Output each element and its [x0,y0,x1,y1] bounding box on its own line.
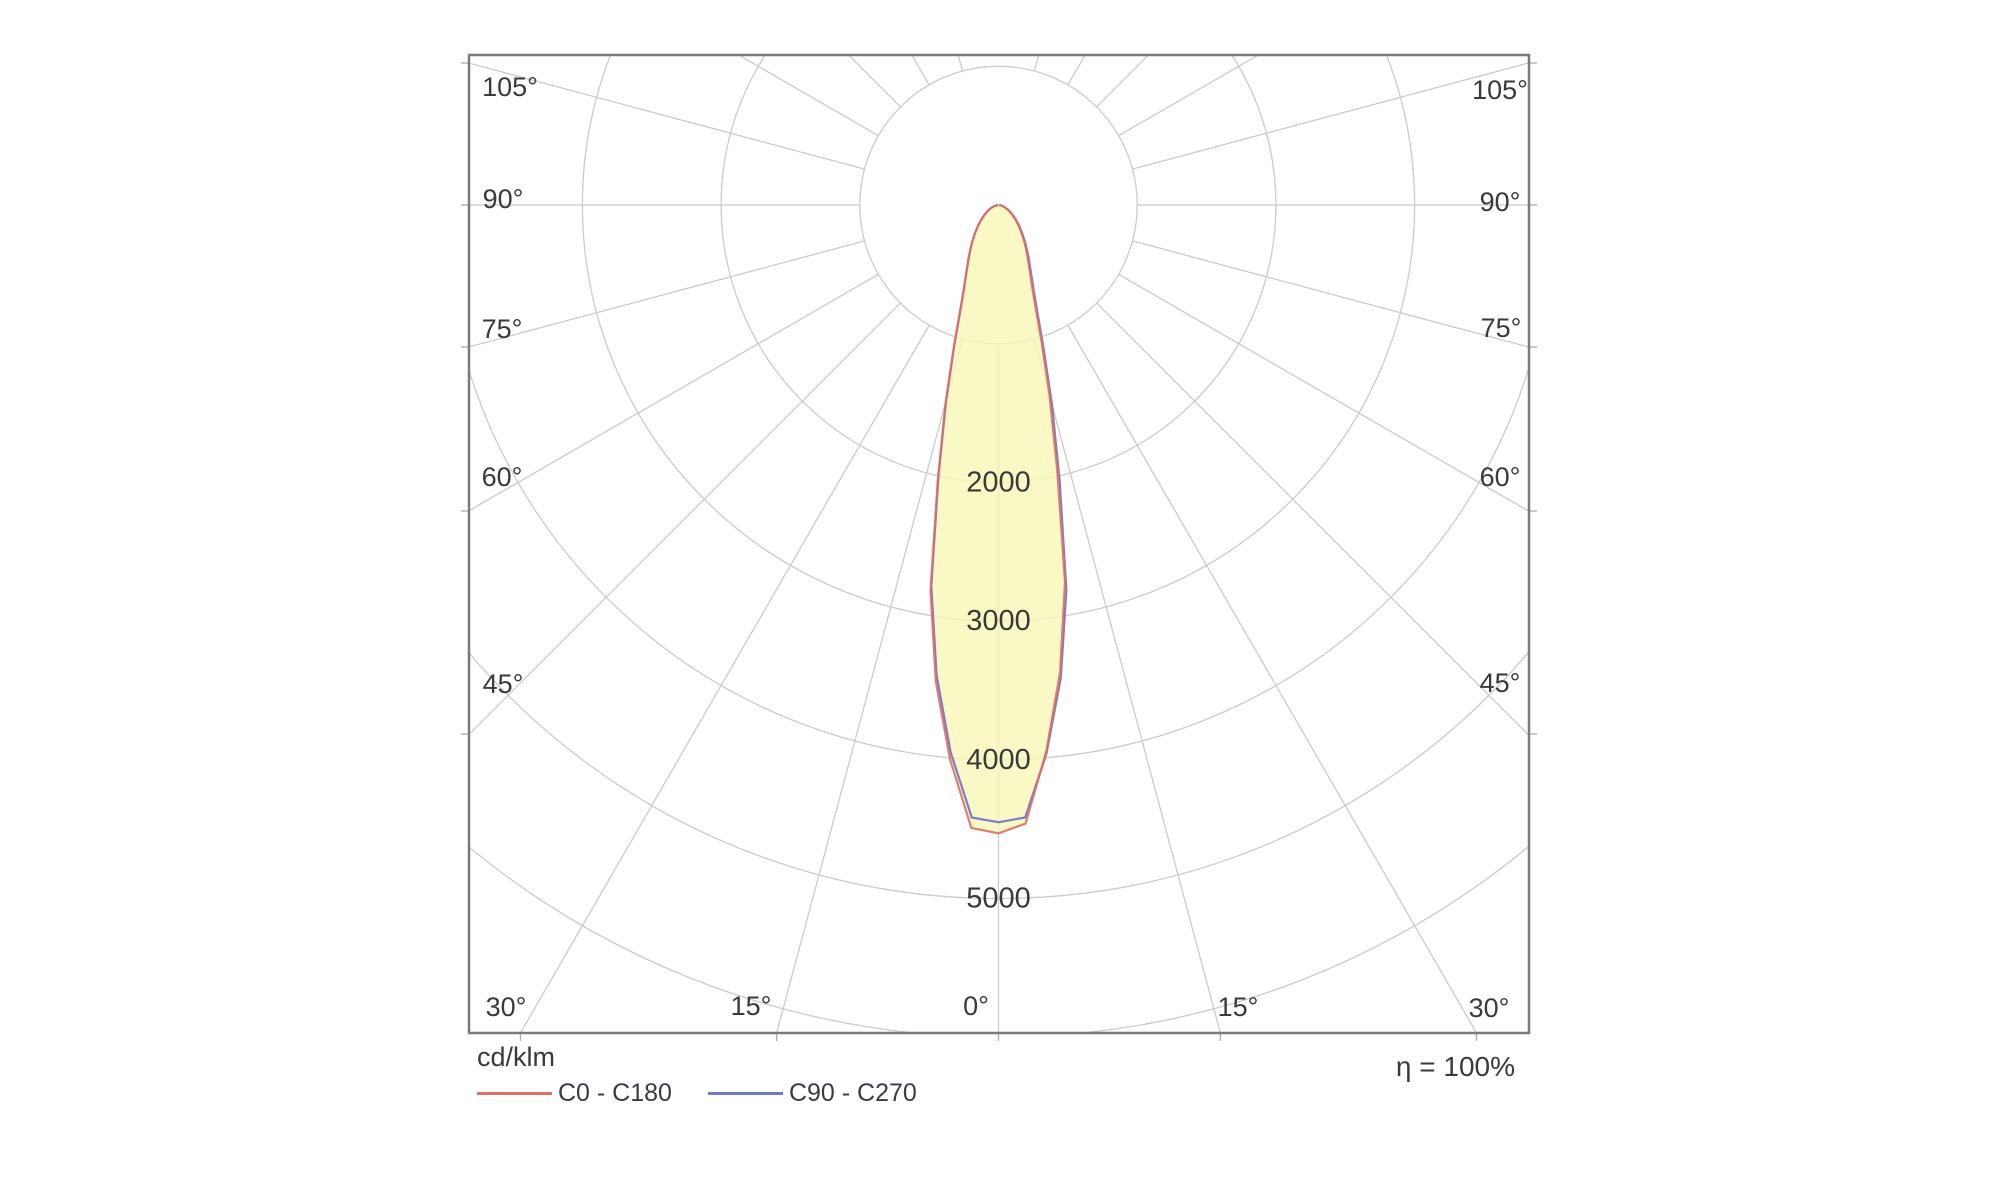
grid-ray-120deg [1118,55,1260,137]
grid-ray-45deg [1096,302,1529,737]
grid-ray--150deg [911,55,930,86]
grid-ray-150deg [1067,55,1086,86]
angle-label-right-90: 90° [1480,187,1521,217]
plot-frame [467,53,1531,1035]
angle-label-bottom-15: 15° [1218,992,1259,1022]
grid-ray--15deg [775,338,964,1033]
curve-c0-c180 [929,203,1067,835]
grid-ray-135deg [1096,55,1150,108]
angle-label-right-105: 105° [1472,75,1528,105]
grid-ray-30deg [1067,324,1478,1033]
legend-item-c0-c180: C0 - C180 [477,1079,672,1108]
grid-ray--120deg [737,55,879,137]
legend: C0 - C180 C90 - C270 [477,1079,917,1108]
angle-label-bottom-15: 15° [731,991,772,1021]
angle-label-left-75: 75° [482,314,523,344]
grid-ray--105deg [469,62,865,170]
unit-label: cd/klm [477,1042,556,1072]
grid-ray-60deg [1118,273,1529,513]
grid-ray--45deg [469,302,901,736]
ring-label-2000: 2000 [966,466,1031,498]
ring-label-3000: 3000 [966,605,1031,637]
legend-label-c0-c180: C0 - C180 [558,1079,672,1107]
grid-ray-105deg [1132,62,1529,170]
grid-ray-15deg [1033,338,1222,1033]
grid-ray--60deg [469,273,879,512]
ring-label-4000: 4000 [966,744,1031,776]
legend-item-c90-c270: C90 - C270 [707,1079,917,1108]
angle-label-right-45: 45° [1480,668,1521,698]
efficiency-label: η = 100% [1395,1051,1515,1082]
legend-label-c90-c270: C90 - C270 [788,1079,917,1107]
angle-label-bottom-0: 0° [963,991,989,1021]
angle-label-left-60: 60° [482,462,523,492]
grid-ray--135deg [847,55,901,108]
angle-label-right-60: 60° [1480,462,1521,492]
ring-label-5000: 5000 [966,883,1031,915]
grid-ray-165deg [1033,55,1040,72]
angle-label-left-45: 45° [483,669,524,699]
grid-ray--165deg [957,55,964,72]
angle-label-right-75: 75° [1481,313,1522,343]
angle-label-bottom-30: 30° [486,992,527,1022]
legend-line-c90-c270-icon [707,1092,783,1095]
grid-ray--30deg [519,324,930,1033]
legend-line-c0-c180-icon [477,1092,552,1095]
grid-ray-75deg [1132,240,1529,348]
beam-fill [930,205,1067,834]
grid-ray--75deg [469,240,865,348]
angle-label-left-105: 105° [482,72,538,102]
angle-label-left-90: 90° [483,184,524,214]
angle-label-bottom-30: 30° [1469,993,1510,1023]
